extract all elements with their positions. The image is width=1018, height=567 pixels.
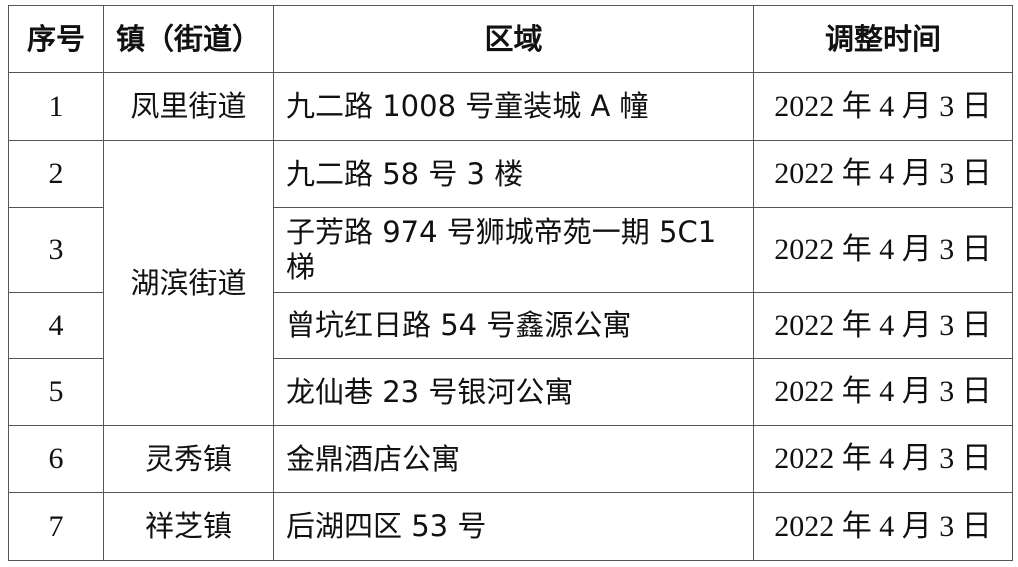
adjustment-table: 序号 镇（街道） 区域 调整时间 1 凤里街道 九二路 1008 号童装城 A … — [8, 5, 1013, 561]
table-row: 6 灵秀镇 金鼎酒店公寓 2022 年 4 月 3 日 — [8, 425, 1013, 493]
row-area: 金鼎酒店公寓 — [273, 425, 754, 493]
header-date: 调整时间 — [753, 5, 1013, 73]
row-town: 凤里街道 — [103, 72, 274, 141]
row-date: 2022 年 4 月 3 日 — [753, 72, 1013, 141]
row-town: 灵秀镇 — [103, 425, 274, 493]
row-no: 2 — [8, 140, 104, 208]
row-area: 龙仙巷 23 号银河公寓 — [273, 358, 754, 426]
table-row: 2 湖滨街道 九二路 58 号 3 楼 2022 年 4 月 3 日 — [8, 140, 1013, 426]
header-area: 区域 — [273, 5, 754, 73]
row-date: 2022 年 4 月 3 日 — [753, 207, 1013, 293]
row-area: 曾坑红日路 54 号鑫源公寓 — [273, 292, 754, 359]
row-area: 子芳路 974 号狮城帝苑一期 5C1 梯 — [273, 207, 754, 293]
row-no: 4 — [8, 292, 104, 359]
table-row: 1 凤里街道 九二路 1008 号童装城 A 幢 2022 年 4 月 3 日 — [8, 72, 1013, 141]
table-row: 3 子芳路 974 号狮城帝苑一期 5C1 梯 2022 年 4 月 3 日 — [8, 207, 1013, 293]
row-no: 1 — [8, 72, 104, 141]
row-no: 7 — [8, 492, 104, 561]
table-row: 5 龙仙巷 23 号银河公寓 2022 年 4 月 3 日 — [8, 358, 1013, 426]
row-date: 2022 年 4 月 3 日 — [753, 492, 1013, 561]
row-no: 5 — [8, 358, 104, 426]
header-no: 序号 — [8, 5, 104, 73]
row-date: 2022 年 4 月 3 日 — [753, 425, 1013, 493]
row-date: 2022 年 4 月 3 日 — [753, 358, 1013, 426]
row-no: 6 — [8, 425, 104, 493]
row-area: 九二路 1008 号童装城 A 幢 — [273, 72, 754, 141]
header-row: 序号 镇（街道） 区域 调整时间 — [8, 5, 1013, 73]
row-area: 后湖四区 53 号 — [273, 492, 754, 561]
table-row: 7 祥芝镇 后湖四区 53 号 2022 年 4 月 3 日 — [8, 492, 1013, 561]
row-date: 2022 年 4 月 3 日 — [753, 292, 1013, 359]
header-town: 镇（街道） — [103, 5, 274, 73]
row-no: 3 — [8, 207, 104, 293]
row-town: 祥芝镇 — [103, 492, 274, 561]
row-date: 2022 年 4 月 3 日 — [753, 140, 1013, 208]
row-town: 湖滨街道 — [103, 140, 274, 426]
row-area: 九二路 58 号 3 楼 — [273, 140, 754, 208]
